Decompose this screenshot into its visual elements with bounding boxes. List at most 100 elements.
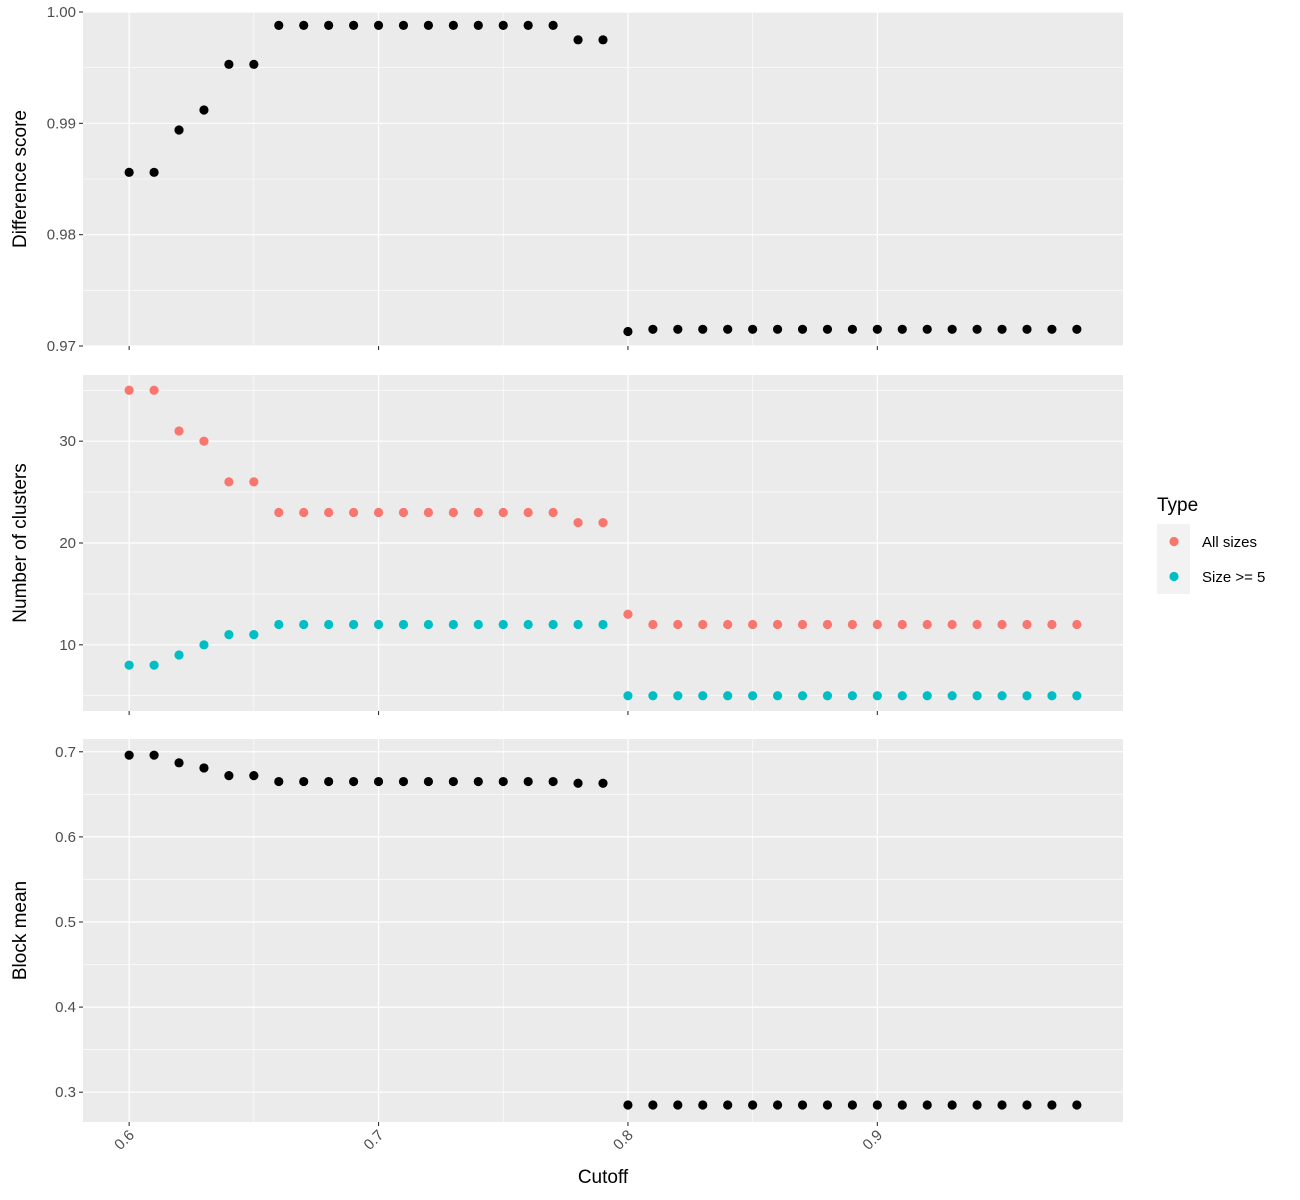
- data-point: [473, 20, 483, 30]
- data-point: [324, 20, 334, 30]
- data-point: [274, 776, 284, 787]
- data-point: [1047, 619, 1057, 630]
- data-point: [1022, 691, 1032, 701]
- data-point: [673, 691, 683, 701]
- data-point: [748, 324, 758, 334]
- data-point: [623, 326, 633, 337]
- data-point: [199, 763, 209, 773]
- data-point: [1022, 1100, 1032, 1110]
- data-point: [748, 619, 758, 630]
- data-point: [174, 758, 184, 768]
- data-point: [249, 477, 259, 487]
- data-point: [598, 619, 608, 630]
- data-point: [124, 167, 134, 177]
- data-point: [124, 385, 134, 395]
- data-point: [673, 619, 683, 630]
- data-point: [448, 776, 458, 787]
- data-point: [797, 691, 808, 701]
- legend-key: [1169, 536, 1179, 547]
- y-tick-label: 10: [59, 637, 76, 654]
- data-point: [1022, 324, 1032, 334]
- data-point: [174, 426, 184, 436]
- x-axis-title: Cutoff: [578, 1167, 629, 1188]
- data-point: [348, 507, 359, 518]
- data-point: [249, 630, 259, 640]
- data-point: [498, 20, 508, 30]
- data-point: [398, 619, 409, 630]
- legend-key: [1169, 571, 1179, 582]
- data-point: [423, 619, 434, 630]
- data-point: [797, 619, 808, 630]
- data-point: [573, 35, 583, 45]
- data-point: [723, 1100, 733, 1110]
- data-point: [423, 776, 434, 787]
- data-point: [1072, 691, 1082, 701]
- data-point: [847, 619, 858, 630]
- data-point: [224, 59, 234, 69]
- data-point: [822, 324, 833, 334]
- y-tick-label: 30: [59, 433, 76, 450]
- data-point: [847, 691, 858, 701]
- data-point: [224, 477, 234, 487]
- data-point: [598, 518, 608, 528]
- data-point: [997, 324, 1007, 334]
- data-point: [723, 324, 733, 334]
- data-point: [274, 20, 284, 30]
- data-point: [797, 324, 808, 334]
- data-point: [498, 619, 508, 630]
- data-point: [423, 507, 434, 518]
- data-point: [149, 167, 159, 177]
- data-point: [174, 650, 184, 660]
- data-point: [448, 619, 458, 630]
- data-point: [623, 609, 633, 619]
- data-point: [623, 1100, 633, 1110]
- data-point: [398, 507, 409, 518]
- data-point: [598, 778, 608, 788]
- data-point: [523, 20, 533, 30]
- data-point: [772, 691, 783, 701]
- data-point: [897, 619, 907, 630]
- data-point: [124, 660, 134, 670]
- data-point: [897, 691, 907, 701]
- data-point: [947, 619, 957, 630]
- data-point: [997, 691, 1007, 701]
- data-point: [448, 20, 458, 30]
- x-tick-label: 0.9: [859, 1127, 886, 1154]
- data-point: [373, 507, 384, 518]
- data-point: [199, 640, 209, 650]
- data-point: [723, 619, 733, 630]
- legend-label: Size >= 5: [1202, 569, 1265, 586]
- data-point: [772, 619, 783, 630]
- legend-label: All sizes: [1202, 534, 1257, 551]
- y-axis-title: Block mean: [10, 881, 31, 980]
- data-point: [573, 518, 583, 528]
- y-tick-label: 0.97: [47, 338, 76, 355]
- y-tick-label: 0.99: [47, 115, 76, 132]
- data-point: [373, 20, 384, 30]
- data-point: [872, 619, 882, 630]
- data-point: [573, 619, 583, 630]
- data-point: [373, 619, 384, 630]
- data-point: [648, 324, 658, 334]
- panel-background: [83, 739, 1123, 1122]
- data-point: [548, 507, 558, 518]
- data-point: [698, 619, 708, 630]
- data-point: [1072, 619, 1082, 630]
- data-point: [1072, 1100, 1082, 1110]
- data-point: [224, 630, 234, 640]
- data-point: [249, 59, 259, 69]
- data-point: [772, 1100, 783, 1110]
- data-point: [1022, 619, 1032, 630]
- data-point: [748, 1100, 758, 1110]
- data-point: [573, 778, 583, 788]
- data-point: [897, 1100, 907, 1110]
- y-tick-label: 0.98: [47, 227, 76, 244]
- data-point: [448, 507, 458, 518]
- y-tick-label: 0.5: [55, 914, 76, 931]
- x-tick-label: 0.7: [361, 1127, 388, 1154]
- data-point: [423, 20, 434, 30]
- data-point: [398, 20, 409, 30]
- data-point: [548, 619, 558, 630]
- data-point: [922, 1100, 932, 1110]
- data-point: [822, 1100, 833, 1110]
